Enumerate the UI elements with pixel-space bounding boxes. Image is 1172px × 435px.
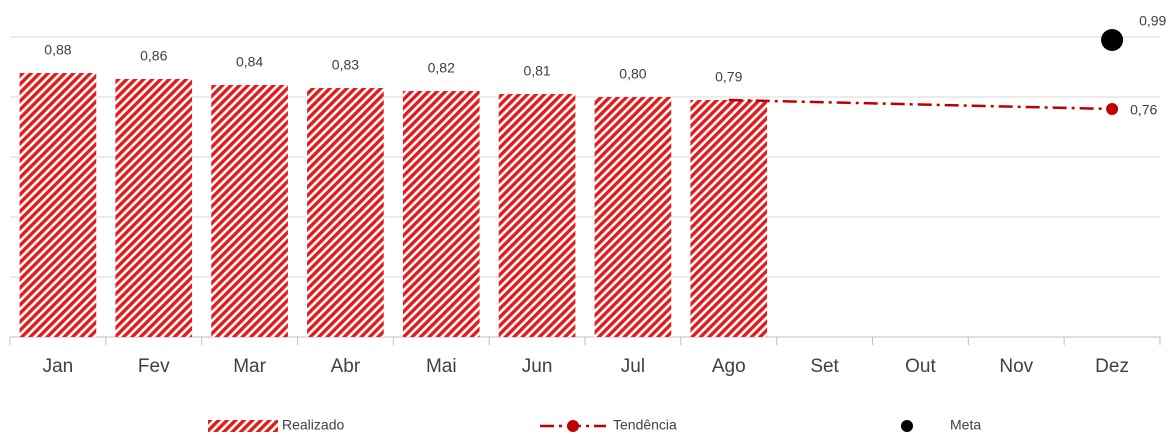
data-label: 0,79: [715, 69, 742, 85]
x-tick-label: Fev: [138, 356, 170, 377]
legend-label: Tendência: [613, 417, 677, 433]
legend-label: Meta: [950, 417, 981, 433]
x-tick-label: Jul: [621, 356, 645, 377]
bar: [211, 85, 288, 337]
data-label: 0,81: [523, 63, 550, 79]
x-tick-label: Out: [905, 356, 936, 377]
bar: [690, 100, 768, 337]
x-tick-label: Mar: [233, 356, 266, 377]
data-label: 0,84: [236, 54, 263, 70]
data-label: 0,86: [140, 48, 167, 64]
trend-line: [728, 98, 1113, 111]
data-label: 0,80: [619, 66, 646, 82]
x-tick-label: Mai: [426, 356, 457, 377]
x-tick-label: Abr: [331, 356, 361, 377]
legend-swatch: [567, 420, 579, 432]
legend-swatch: [208, 420, 278, 432]
data-label: 0,82: [428, 60, 455, 76]
data-label: 0,99: [1139, 13, 1166, 29]
bar: [307, 88, 384, 337]
data-label: 0,76: [1130, 102, 1157, 118]
x-tick-label: Jun: [522, 356, 553, 377]
data-label: 0,88: [44, 42, 71, 58]
meta-point: [1101, 29, 1124, 51]
x-tick-label: Jan: [43, 356, 74, 377]
bar: [594, 97, 672, 337]
bar: [115, 79, 193, 337]
x-tick-label: Set: [810, 356, 839, 377]
legend-swatch: [901, 420, 913, 432]
legend-label: Realizado: [282, 417, 344, 433]
x-tick-label: Dez: [1095, 356, 1129, 377]
x-tick-label: Ago: [712, 356, 746, 377]
bar: [402, 91, 480, 337]
trend-marker: [1106, 103, 1119, 115]
bar: [498, 94, 576, 337]
x-tick-label: Nov: [999, 356, 1033, 377]
data-label: 0,83: [332, 57, 359, 73]
bar: [19, 73, 97, 337]
